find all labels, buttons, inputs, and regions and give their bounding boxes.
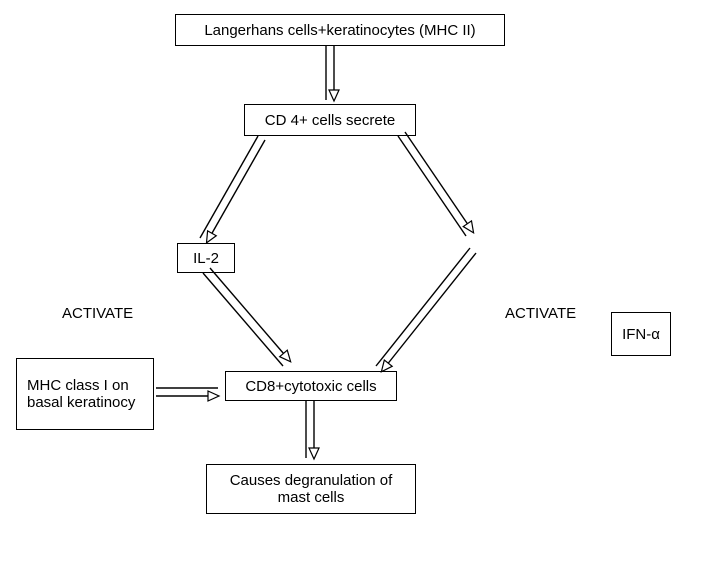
node-degranulation: Causes degranulation of mast cells — [206, 464, 416, 514]
node-ifn-alpha-text: IFN-α — [622, 326, 660, 343]
node-degranulation-text: Causes degranulation of mast cells — [217, 472, 405, 506]
label-activate-left-text: ACTIVATE — [62, 305, 133, 322]
node-il2: IL-2 — [177, 243, 235, 273]
node-langerhans-text: Langerhans cells+keratinocytes (MHC II) — [204, 22, 475, 39]
node-langerhans: Langerhans cells+keratinocytes (MHC II) — [175, 14, 505, 46]
arrow-n6-n7 — [306, 401, 314, 458]
arrow-n3-n6 — [203, 268, 290, 366]
arrow-n2-n3 — [200, 136, 265, 242]
node-mhc-class-i-text: MHC class I on basal keratinocy — [27, 377, 143, 411]
arrow-right-n6 — [376, 248, 476, 371]
arrow-n5-n6 — [156, 388, 218, 396]
label-activate-left: ACTIVATE — [62, 305, 133, 322]
node-mhc-class-i: MHC class I on basal keratinocy — [16, 358, 154, 430]
arrow-n2-right — [398, 132, 473, 236]
node-il2-text: IL-2 — [193, 250, 219, 267]
node-cd8-text: CD8+cytotoxic cells — [245, 378, 376, 395]
label-activate-right-text: ACTIVATE — [505, 305, 576, 322]
node-ifn-alpha: IFN-α — [611, 312, 671, 356]
node-cd4: CD 4+ cells secrete — [244, 104, 416, 136]
arrow-n1-n2 — [326, 46, 334, 100]
node-cd8: CD8+cytotoxic cells — [225, 371, 397, 401]
label-activate-right: ACTIVATE — [505, 305, 576, 322]
node-cd4-text: CD 4+ cells secrete — [265, 112, 395, 129]
